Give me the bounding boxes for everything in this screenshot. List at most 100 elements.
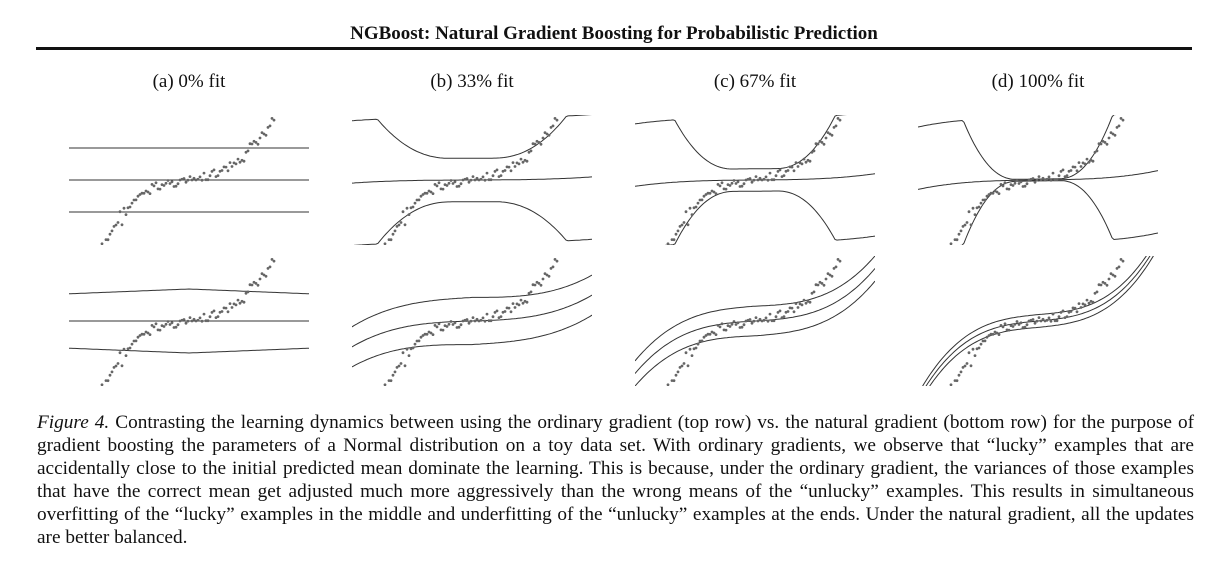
plot-b-natural [352,258,592,386]
data-point [401,210,405,214]
data-point [441,187,445,191]
data-point [250,142,254,146]
data-point [140,332,144,336]
data-point [551,124,555,128]
data-point [724,187,728,191]
data-point [264,274,268,278]
data-point [268,265,272,269]
data-point [419,194,423,198]
data-point [1115,267,1119,270]
data-point [453,180,457,184]
data-point [220,310,224,313]
data-point [1057,315,1061,319]
data-point [216,174,220,177]
data-point [756,319,760,323]
data-point [973,354,977,357]
data-point [752,178,756,182]
data-point [547,274,551,278]
data-point [437,322,441,326]
data-point [997,192,1001,195]
data-point [1107,136,1111,140]
data-point [445,325,449,328]
data-point [816,283,820,287]
data-point [387,238,391,241]
data-point [804,160,808,164]
data-point [967,351,971,355]
data-point [782,174,786,177]
data-point [120,364,124,368]
data-point [146,190,150,194]
data-point [768,312,772,316]
data-point [499,174,503,177]
data-point [1013,181,1017,185]
data-point [1023,184,1027,188]
data-point [467,180,471,184]
data-point [152,325,156,329]
data-point [122,206,126,210]
data-point [138,193,142,196]
data-point [987,334,991,337]
panel-a-bottom [69,256,309,386]
data-point [991,332,995,336]
data-point [1007,187,1011,191]
data-point [1047,175,1051,179]
data-point [134,339,138,343]
data-point [1031,318,1035,321]
data-point [750,321,754,325]
data-point [672,238,676,242]
data-point [720,322,724,326]
data-point [1033,180,1037,184]
data-point [834,265,838,269]
panel-a-top [69,115,309,245]
data-point [674,232,678,236]
data-point [700,339,704,343]
data-point [395,366,399,369]
data-point [110,229,114,233]
data-point [830,133,834,137]
data-point [1039,178,1043,182]
data-point [953,379,957,382]
data-point [104,238,108,241]
data-point [507,165,511,169]
panel-b-top [352,115,592,245]
data-point [258,136,262,140]
data-point [453,321,457,325]
data-point [407,354,411,357]
data-point [690,354,694,357]
data-point [702,335,706,339]
lower-band-line [69,347,309,354]
lower-band-line [352,201,592,245]
data-point [949,383,953,386]
data-point [242,159,246,163]
data-point [481,175,485,179]
data-point [230,165,234,168]
data-point [1075,169,1079,173]
data-point [417,198,421,202]
data-point [491,315,495,319]
data-point [1001,325,1005,329]
plot-c-natural [635,256,875,386]
data-point [987,193,991,196]
data-point [537,141,541,144]
data-point [959,229,963,233]
data-point [487,178,491,182]
data-point [202,312,206,316]
data-point [718,184,722,188]
data-point [413,201,417,205]
data-point [262,273,266,277]
data-point [963,364,967,368]
data-point [449,179,453,182]
data-point [983,198,987,202]
data-point [694,346,698,350]
data-point [140,191,144,195]
data-point [545,273,549,277]
data-point [445,184,449,187]
data-point [184,180,188,184]
data-point [447,322,451,326]
data-point [397,364,401,368]
data-point [1033,321,1037,325]
data-point [411,346,415,350]
data-point [174,184,178,188]
data-point [774,174,778,178]
upper-band-line [922,256,1147,386]
